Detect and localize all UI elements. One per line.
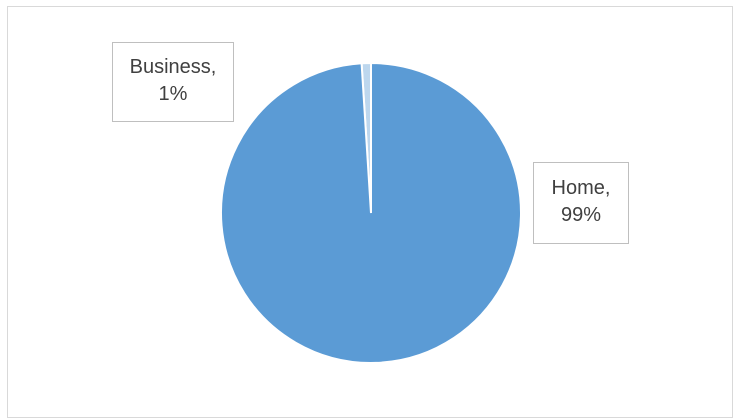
pie-slice-home: [220, 61, 522, 364]
data-label-business: Business, 1%: [112, 42, 234, 122]
data-label-business-percent: 1%: [158, 83, 188, 105]
data-label-business-name: Business,: [129, 56, 217, 78]
data-label-home-name: Home,: [551, 177, 611, 199]
data-label-home-percent: 99%: [560, 204, 602, 226]
data-label-home: Home, 99%: [533, 162, 629, 244]
